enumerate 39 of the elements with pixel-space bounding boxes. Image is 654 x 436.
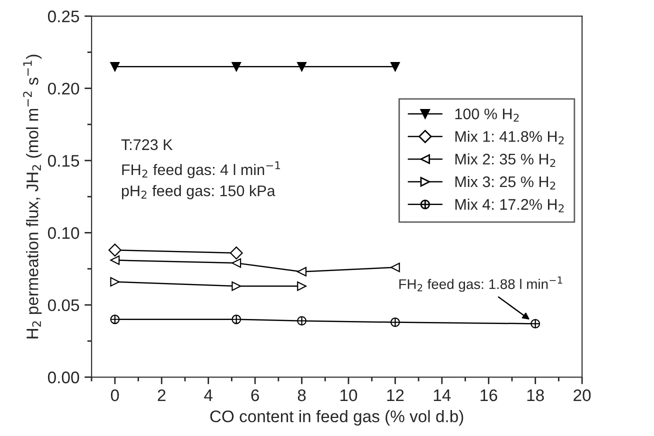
point	[297, 267, 306, 276]
point	[230, 246, 243, 260]
text: T:723 K FH$_{2}$ feed gas: 4 l min$^{−1}$ pH$_{2}$ feed gas: 150 kPa	[121, 139, 280, 200]
legend-label: 100 % H$_{2}$	[455, 108, 519, 122]
x-tick-label: 8	[298, 389, 306, 402]
text: H$_{2}$ permeation flux, JH$_{2}$ (mol m$^{−2}$ s$^{−1}$)	[23, 54, 42, 338]
y-tick-label: 0.05	[48, 299, 80, 312]
point	[110, 255, 120, 265]
x-tick-label: 0	[110, 389, 119, 402]
y-tick-label: 0.20	[48, 82, 80, 95]
x-tick-label: 4	[204, 390, 212, 402]
x-axis-title: CO content in feed gas (% vol d.b)	[210, 410, 464, 426]
x-tick-label: 14	[434, 390, 451, 402]
x-tick-label: 18	[527, 389, 544, 402]
point	[110, 277, 120, 287]
x-tick-label: 10	[340, 389, 358, 402]
y-tick-label: 0.10	[48, 227, 80, 239]
point	[297, 62, 306, 72]
x-tick-label: 20	[574, 389, 591, 402]
point	[390, 262, 400, 272]
point	[108, 244, 122, 257]
point	[297, 281, 306, 291]
point	[232, 281, 242, 291]
x-tick-label: 12	[387, 389, 404, 402]
x-tick-label: 2	[158, 389, 166, 402]
point	[232, 258, 242, 268]
annotation: FH$_{2}$ feed gas: 1.88 l min$^{−1}$	[399, 276, 562, 292]
legend-label: Mix 3: 25 % H$_{2}$	[455, 176, 556, 190]
legend-label: Mix 2: 35 % H$_{2}$	[455, 153, 556, 167]
y-tick-label: 0.25	[48, 10, 80, 22]
point	[390, 62, 400, 72]
point	[232, 62, 242, 72]
x-tick-label: 16	[480, 389, 498, 402]
point	[110, 62, 120, 72]
legend-label: Mix 4: 17.2% H$_{2}$	[455, 198, 564, 212]
legend-label: Mix 1: 41.8% H$_{2}$	[455, 130, 564, 144]
y-tick-label: 0.15	[48, 154, 80, 167]
x-tick-label: 6	[251, 389, 259, 402]
y-tick-label: 0.00	[48, 372, 80, 384]
